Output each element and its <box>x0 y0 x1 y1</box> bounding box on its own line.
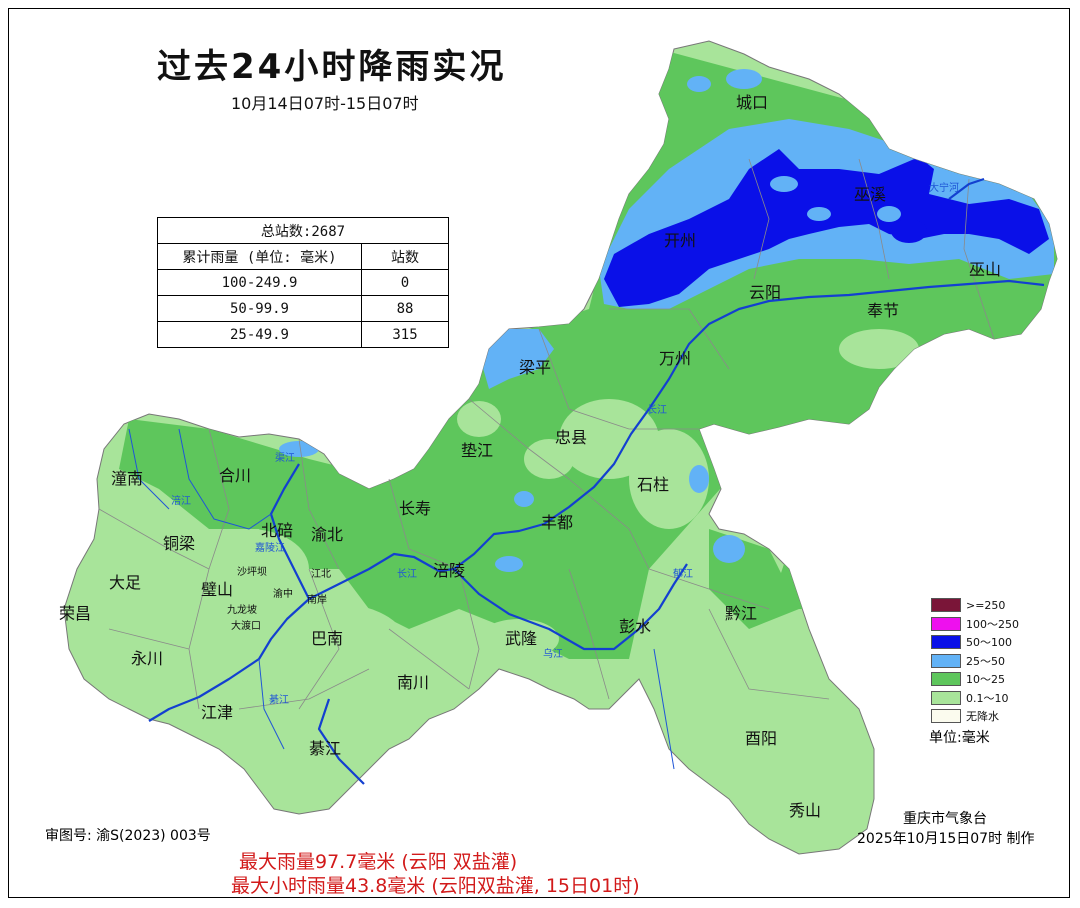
legend-label: 0.1～10 <box>966 691 1009 705</box>
range-cell: 50-99.9 <box>157 295 362 322</box>
legend-item: >=250 <box>931 596 1019 615</box>
page-title: 过去24小时降雨实况 <box>157 47 507 87</box>
table-row: 50-99.9 88 <box>157 295 449 322</box>
max-rainfall: 最大雨量97.7毫米 (云阳 双盐灌) <box>239 851 518 873</box>
legend-item: 无降水 <box>931 707 1019 726</box>
legend-item: 0.1～10 <box>931 689 1019 708</box>
place-dadukou: 大渡口 <box>231 621 261 632</box>
legend-swatch <box>931 598 961 613</box>
made-time: 2025年10月15日07时 制作 <box>857 831 1035 847</box>
legend-item: 10～25 <box>931 670 1019 689</box>
legend-label: >=250 <box>966 598 1006 612</box>
place-fengjie: 奉节 <box>867 301 900 320</box>
place-yubei: 渝北 <box>311 525 344 544</box>
place-fengdu: 丰都 <box>541 513 574 532</box>
rainfall-legend: >=250 100～250 50～100 25～50 10～25 0.1～10 … <box>931 596 1019 726</box>
legend-item: 25～50 <box>931 652 1019 671</box>
place-tongnan: 潼南 <box>111 469 144 488</box>
place-dianjiang: 垫江 <box>461 441 494 460</box>
place-banan: 巴南 <box>311 629 344 648</box>
place-liangping: 梁平 <box>519 358 552 377</box>
table-row: 累计雨量 (单位: 毫米) 站数 <box>157 243 449 270</box>
place-chengkou: 城口 <box>736 93 769 112</box>
count-cell: 315 <box>361 321 449 348</box>
count-cell: 88 <box>361 295 449 322</box>
legend-item: 50～100 <box>931 633 1019 652</box>
place-hechuan: 合川 <box>219 466 252 485</box>
place-shizhu: 石柱 <box>637 475 670 494</box>
river-wujiang: 乌江 <box>543 649 563 660</box>
place-wushan: 巫山 <box>969 260 1002 279</box>
legend-swatch <box>931 672 961 687</box>
legend-item: 100～250 <box>931 615 1019 634</box>
max-hourly-rainfall: 最大小时雨量43.8毫米 (云阳双盐灌, 15日01时) <box>231 875 640 897</box>
legend-label: 100～250 <box>966 617 1019 631</box>
table-row: 总站数:2687 <box>157 217 449 244</box>
legend-swatch <box>931 653 961 668</box>
review-number: 审图号: 渝S(2023) 003号 <box>45 828 211 844</box>
legend-swatch <box>931 690 961 705</box>
river-changjiang-west: 长江 <box>397 569 417 580</box>
place-rongchang: 荣昌 <box>59 604 92 623</box>
place-xiushan: 秀山 <box>789 801 822 820</box>
place-qianjiang: 黔江 <box>725 604 758 623</box>
place-jiangjin: 江津 <box>201 703 234 722</box>
place-changshou: 长寿 <box>399 499 432 518</box>
place-yunyang: 云阳 <box>749 283 782 302</box>
place-wuxi: 巫溪 <box>854 185 887 204</box>
page-subtitle: 10月14日07时-15日07时 <box>231 94 419 113</box>
river-changjiang-east: 长江 <box>647 405 667 416</box>
river-yujiang: 郁江 <box>673 569 693 580</box>
legend-swatch <box>931 635 961 650</box>
river-fujiang: 涪江 <box>171 496 191 507</box>
place-fuling: 涪陵 <box>433 561 466 580</box>
place-yuzhong: 渝中 <box>273 589 293 600</box>
table-row: 100-249.9 0 <box>157 269 449 296</box>
legend-label: 无降水 <box>966 710 999 724</box>
place-kaizhou: 开州 <box>664 231 697 250</box>
place-qijiang: 綦江 <box>309 739 342 758</box>
river-daning: 大宁河 <box>929 183 959 194</box>
place-jiangbei: 江北 <box>311 569 331 580</box>
header-count: 站数 <box>361 243 449 270</box>
range-cell: 100-249.9 <box>157 269 362 296</box>
place-dazu: 大足 <box>109 573 142 592</box>
place-bishan: 璧山 <box>201 580 234 599</box>
place-zhongxian: 忠县 <box>555 428 588 447</box>
place-wanzhou: 万州 <box>659 349 692 368</box>
place-youyang: 酉阳 <box>745 729 778 748</box>
range-cell: 25-49.9 <box>157 321 362 348</box>
river-qujiang: 渠江 <box>275 453 295 464</box>
count-cell: 0 <box>361 269 449 296</box>
legend-swatch <box>931 616 961 631</box>
place-tongliang: 铜梁 <box>163 534 196 553</box>
header-range: 累计雨量 (单位: 毫米) <box>157 243 362 270</box>
river-qijiang: 綦江 <box>269 695 289 706</box>
place-shapingba: 沙坪坝 <box>237 567 267 578</box>
place-beibei: 北碚 <box>261 521 294 540</box>
total-stations: 总站数:2687 <box>157 217 449 244</box>
legend-label: 25～50 <box>966 654 1005 668</box>
station-stats-table: 总站数:2687 累计雨量 (单位: 毫米) 站数 100-249.9 0 50… <box>157 217 449 348</box>
place-pengshui: 彭水 <box>619 617 652 636</box>
table-row: 25-49.9 315 <box>157 321 449 348</box>
place-jiulongpo: 九龙坡 <box>227 605 257 616</box>
rainfall-map <box>63 40 1058 855</box>
place-nanan: 南岸 <box>307 595 327 606</box>
river-jialing: 嘉陵江 <box>255 543 285 554</box>
place-nanchuan: 南川 <box>397 673 430 692</box>
place-wulong: 武隆 <box>505 629 538 648</box>
legend-label: 10～25 <box>966 673 1005 687</box>
legend-label: 50～100 <box>966 636 1012 650</box>
legend-swatch <box>931 709 961 724</box>
place-yongchuan: 永川 <box>131 649 164 668</box>
unit-label: 单位:毫米 <box>929 730 990 746</box>
map-frame: 城口 巫溪 开州 云阳 巫山 奉节 梁平 万州 垫江 忠县 石柱 潼南 合川 长… <box>8 8 1070 898</box>
agency-name: 重庆市气象台 <box>903 811 987 827</box>
